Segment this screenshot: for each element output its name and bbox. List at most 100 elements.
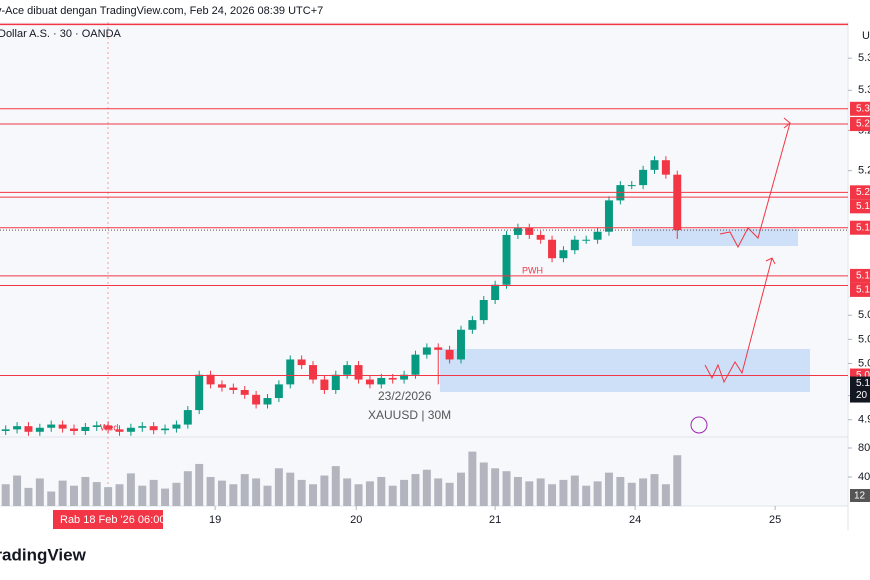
candle-body [468,320,477,330]
volume-bar [297,479,306,506]
volume-bar [217,480,226,506]
candle-body [252,394,261,405]
candle-body [434,347,443,350]
candle-body [343,365,352,375]
date-note: 23/2/2026 [378,389,432,403]
candle-body [491,284,500,301]
volume-bar [422,469,431,506]
volume-bar [445,482,454,506]
volume-bar [343,478,352,506]
vol-tick-label: 40 [858,471,870,483]
last-price-label: 5.1 [856,378,870,389]
candle-body [639,169,648,186]
y-tick-label: 5.3 [858,84,870,96]
volume-bar [400,479,409,506]
candle-body [161,428,170,431]
candle-body [138,426,147,428]
volume-bar [479,462,488,506]
candle-body [388,377,397,380]
y-tick-label: 5.0 [858,333,870,345]
candle-body [513,227,522,235]
volume-bar [206,476,215,506]
volume-bar [24,487,33,506]
volume-bar [320,475,329,506]
candle-body [650,160,659,170]
volume-bar [115,484,124,506]
candle-body [502,234,511,285]
candle-body [582,239,591,241]
volume-bar [377,476,386,506]
level-badge [850,268,870,283]
last-price-badge [850,376,870,403]
y-tick-label: 5.0 [858,309,870,321]
y-tick-label: 5.2 [858,165,870,177]
candle-body [331,374,340,391]
brand: TradingView [0,545,87,564]
candle-body [445,349,454,360]
candle-body [1,429,10,431]
volume-bar [81,476,90,506]
demand-zone [440,349,810,392]
candle-body [58,424,67,429]
candle-body [183,410,192,425]
candle-body [229,387,238,391]
volume-bar [229,484,238,506]
volume-bar [593,481,602,506]
volume-bar [13,475,22,506]
arrow-head [783,117,791,129]
volume-bar [673,455,682,506]
volume-bar [388,485,397,506]
currency: US [862,30,870,42]
projection-path [719,122,791,249]
candle-body [627,185,636,187]
candle-body [286,359,295,385]
volume-bar [286,472,295,506]
alert-icon[interactable] [690,416,708,434]
candle-body [240,390,249,395]
projection-path [704,257,773,384]
volume-bar [604,472,613,506]
candle-body [172,424,181,429]
candle-body [104,425,113,430]
volume-bar [47,491,56,506]
level-label: 5.1 [856,271,870,282]
candle-body [81,426,90,431]
volume-bar [570,475,579,506]
candle-body [320,379,329,391]
x-tick-label: 21 [489,514,501,526]
level-badge [850,117,870,132]
volume-bar [627,482,636,506]
volume-badge-label: 12 [854,491,866,502]
level-label: 5.0 [856,370,870,381]
level-badge [850,101,870,116]
volume-bar [616,476,625,506]
candle-body [115,429,124,432]
volume-bar [559,479,568,506]
pair-note: XAUUSD | 30M [368,408,451,422]
level-label: 5.2 [856,187,870,198]
candle-body [217,384,226,388]
candle-body [593,231,602,240]
volume-bar [548,484,557,506]
plot-area [0,22,848,506]
volume-bar [354,484,363,506]
volume-bar [195,463,204,506]
crosshair-badge [53,510,163,529]
volume-bar [1,484,10,506]
volume-bar [149,479,158,506]
candle-body [604,200,613,232]
volume-bar [138,485,147,506]
volume-bar [172,482,181,506]
candle-body [309,365,318,380]
candle-body [354,365,363,380]
candle-body [92,425,101,427]
crosshair-label: Rab 18 Feb '26 06:00 [60,514,165,526]
candle-body [13,426,22,430]
candle-body [195,374,204,411]
volume-bar [639,478,648,506]
volume-bar [309,484,318,506]
candle-body [673,174,682,231]
volume-bar [582,485,591,506]
